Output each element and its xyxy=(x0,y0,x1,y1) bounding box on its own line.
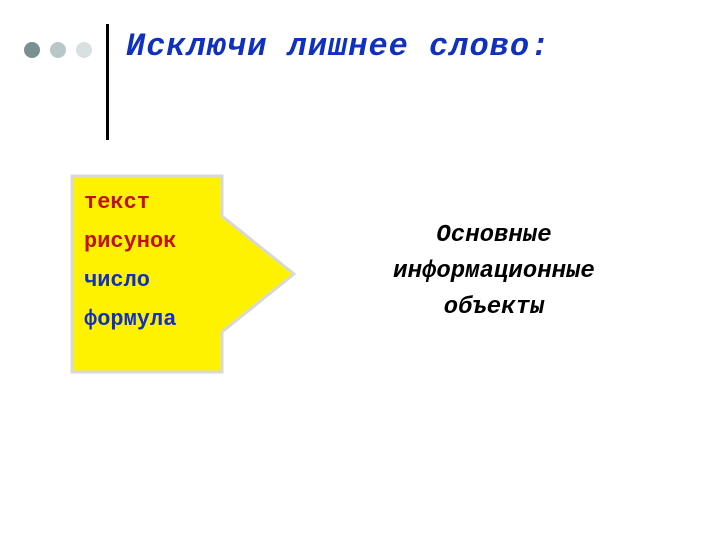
category-line-1: Основные xyxy=(334,218,654,254)
list-item: формула xyxy=(84,307,176,332)
vertical-divider xyxy=(106,24,109,140)
dot-1 xyxy=(24,42,40,58)
category-line-2: информационные xyxy=(334,254,654,290)
list-item: рисунок xyxy=(84,229,176,254)
header-dots xyxy=(24,42,92,58)
list-item: текст xyxy=(84,190,176,215)
page-title: Исключи лишнее слово: xyxy=(126,28,550,65)
word-list: текст рисунок число формула xyxy=(84,190,176,332)
category-line-3: объекты xyxy=(334,290,654,326)
category-label: Основные информационные объекты xyxy=(334,218,654,326)
dot-3 xyxy=(76,42,92,58)
list-item: число xyxy=(84,268,176,293)
dot-2 xyxy=(50,42,66,58)
